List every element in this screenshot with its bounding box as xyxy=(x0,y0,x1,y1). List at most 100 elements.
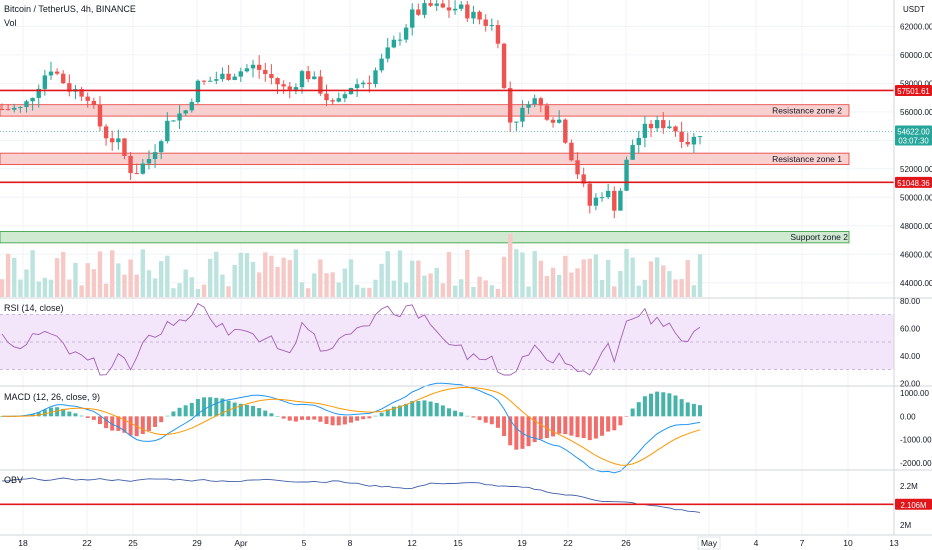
macd-hist-bar xyxy=(55,407,60,417)
macd-hist-bar xyxy=(349,416,353,423)
macd-hist-bar xyxy=(410,401,415,417)
candle-body xyxy=(287,86,292,90)
candle-body xyxy=(618,190,623,211)
price-tick-label: 56000.00 xyxy=(900,108,932,117)
macd-hist-bar xyxy=(177,407,182,417)
volume-bar xyxy=(30,250,35,297)
volume-bar xyxy=(73,262,78,297)
volume-bar xyxy=(79,285,84,297)
candle-body xyxy=(354,84,360,89)
volume-bar xyxy=(305,288,311,297)
macd-hist-bar xyxy=(679,399,684,417)
candle-body xyxy=(440,3,446,8)
horizontal-levels[interactable] xyxy=(0,89,894,184)
obv-tick-label: 2M xyxy=(900,521,911,530)
price-tick-label: 60000.00 xyxy=(900,51,932,60)
macd-hist-bar xyxy=(526,416,531,447)
volume-bar xyxy=(575,268,580,297)
macd-hist-bar xyxy=(404,403,409,417)
macd-hist-bar xyxy=(514,416,519,450)
time-axis[interactable]: 18 22 25 29 Apr 5 8 12 15 19 22 26 May 4 7 10 13 xyxy=(18,536,899,550)
macd-hist-bar xyxy=(422,400,427,417)
volume-bar xyxy=(569,272,574,297)
candle-body xyxy=(373,70,378,85)
candle-body xyxy=(42,75,48,89)
macd-hist-bar xyxy=(661,392,666,417)
macd-hist-bar xyxy=(355,416,360,421)
macd-hist-bar xyxy=(146,416,151,431)
macd-hist-bar xyxy=(244,404,249,417)
candle-body xyxy=(575,160,580,175)
macd-hist-bar xyxy=(489,416,494,425)
macd-hist-bar xyxy=(140,416,145,434)
candle-body xyxy=(183,110,188,114)
candle-body xyxy=(312,76,317,80)
candle-body xyxy=(563,119,568,143)
volume-bar xyxy=(459,279,464,297)
volume-bar xyxy=(697,254,703,297)
volume-bar xyxy=(618,270,623,297)
last-price-badge-text: 54622.00 xyxy=(897,127,930,136)
volume-bar xyxy=(636,285,641,297)
candle-body xyxy=(293,87,299,90)
volume-bar xyxy=(667,271,672,297)
volume-bar xyxy=(354,284,360,297)
macd-hist-bar xyxy=(618,416,623,426)
volume-bar xyxy=(391,280,397,297)
macd-hist-bar xyxy=(171,411,176,417)
macd-hist-bar xyxy=(67,411,72,417)
candle-body xyxy=(361,82,366,85)
volume-bar xyxy=(526,286,531,297)
candle-body xyxy=(587,183,592,206)
candle-body xyxy=(636,137,641,146)
candle-body xyxy=(593,197,599,206)
candle-body xyxy=(612,190,617,211)
volume-bar xyxy=(563,255,568,297)
volume-bar xyxy=(140,249,146,297)
volume-bar xyxy=(471,286,476,297)
volume-bar xyxy=(361,287,366,297)
volume-bar xyxy=(532,251,537,297)
volume-bar xyxy=(440,283,446,297)
macd-hist-bar xyxy=(557,416,562,434)
macd-hist-bar xyxy=(612,416,617,431)
volume-bar xyxy=(691,285,697,297)
macd-hist-bar xyxy=(563,416,568,435)
macd-line xyxy=(1,382,701,474)
obv-title: OBV xyxy=(4,475,23,485)
volume-bar xyxy=(201,284,207,297)
candle-body xyxy=(214,79,219,81)
macd-hist-bar xyxy=(195,399,200,417)
time-tick-label: 12 xyxy=(407,538,417,548)
macd-hist-bar xyxy=(600,416,605,436)
candle-body xyxy=(391,39,397,48)
volume-bar xyxy=(256,272,262,297)
last-price-badge-text: 03:07:30 xyxy=(898,136,929,145)
volume-bar xyxy=(97,251,103,297)
candle-body xyxy=(0,108,5,110)
volume-bar xyxy=(158,261,164,297)
volume-bar xyxy=(495,288,501,297)
macd-hist-bar xyxy=(275,416,280,417)
volume-bar xyxy=(422,275,427,297)
time-tick-label: 25 xyxy=(128,538,138,548)
macd-hist-bar xyxy=(685,402,690,417)
macd-hist-bar xyxy=(97,416,102,425)
level-badge-text: 57501.61 xyxy=(897,87,930,96)
price-tick-label: 52000.00 xyxy=(900,165,932,174)
macd-tick-label: 1000.00 xyxy=(900,389,929,398)
macd-hist-bar xyxy=(165,415,170,417)
time-tick-label: 4 xyxy=(754,538,759,548)
macd-hist-bar xyxy=(385,409,390,417)
candle-body xyxy=(428,3,433,6)
volume-bar xyxy=(648,261,654,297)
macd-hist-bar xyxy=(257,408,262,417)
candle-body xyxy=(569,142,574,161)
macd-hist-bar xyxy=(532,416,537,443)
candle-body xyxy=(318,76,323,94)
volume-bar xyxy=(5,253,11,297)
volume-bar xyxy=(116,263,121,297)
volume-bar xyxy=(61,251,66,297)
